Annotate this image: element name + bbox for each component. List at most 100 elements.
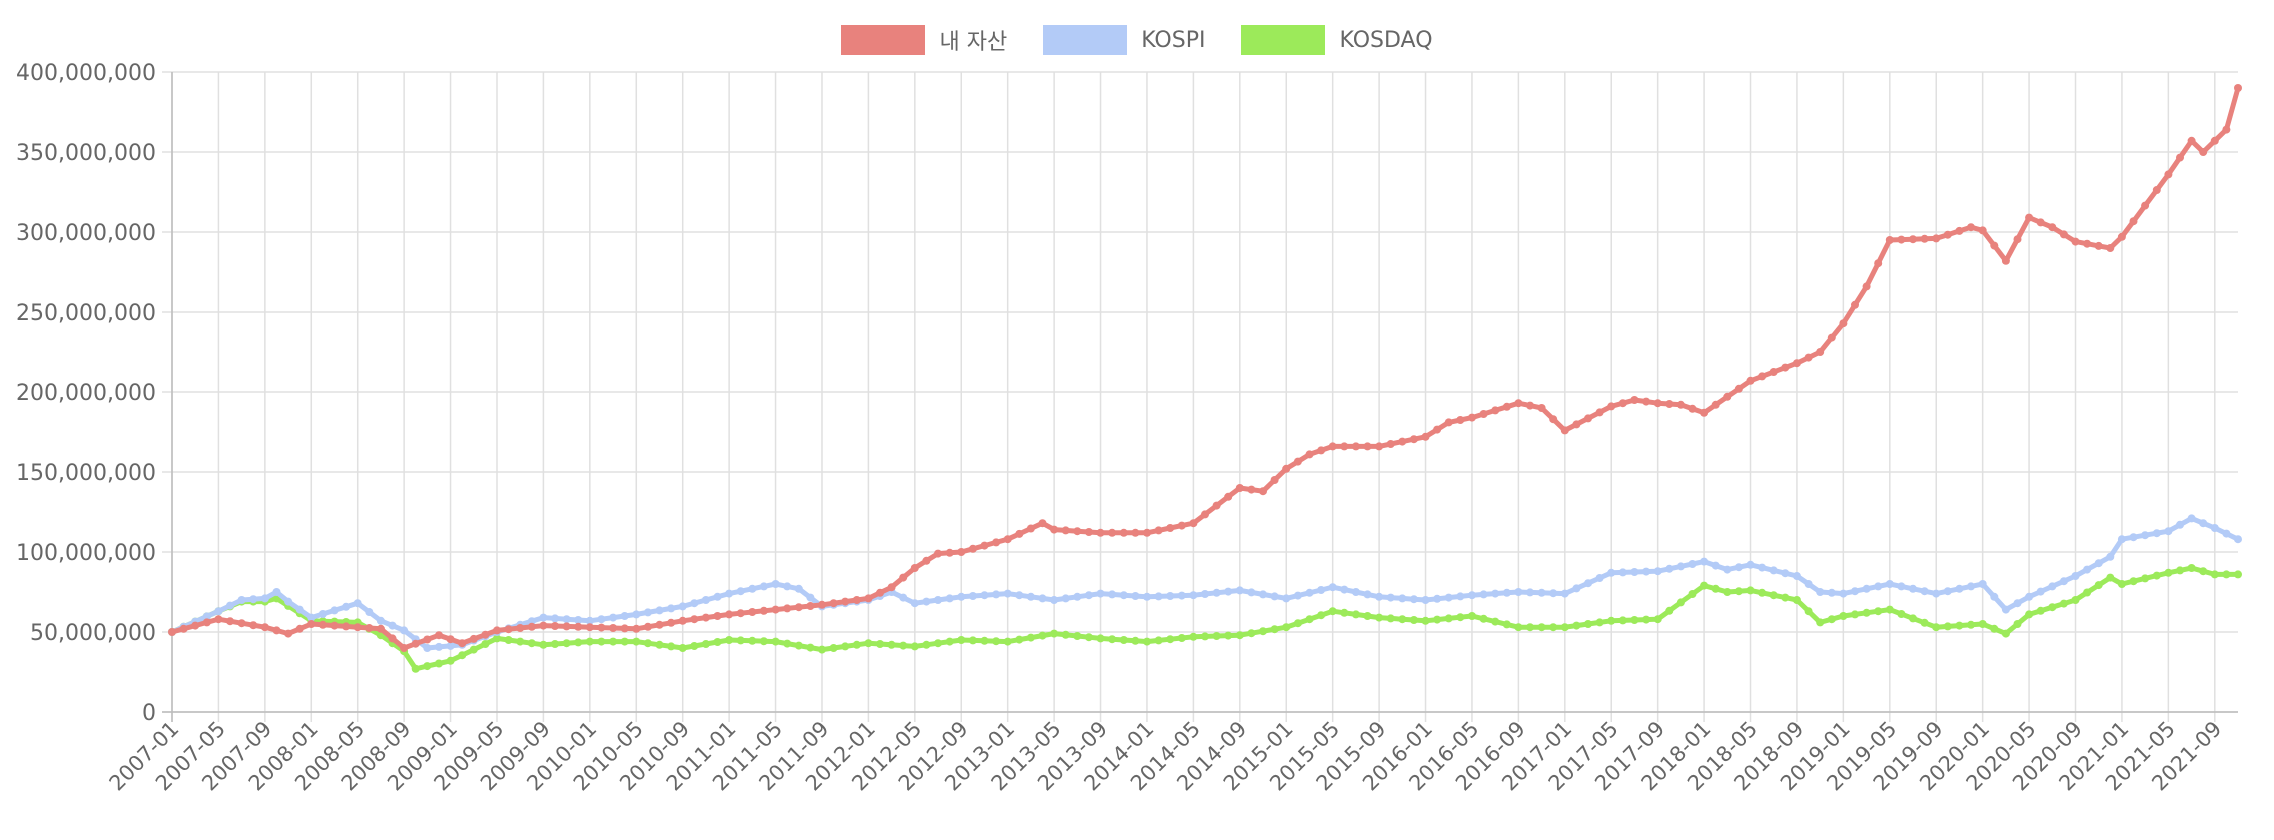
data-point-kosdaq	[1514, 623, 1523, 632]
data-point-kosdaq	[1618, 616, 1627, 625]
data-point-kosdaq	[1096, 634, 1105, 643]
data-point-my-assets	[365, 624, 374, 632]
data-point-kospi	[1642, 567, 1651, 576]
data-point-kospi	[1073, 592, 1082, 601]
data-point-my-assets	[1108, 528, 1117, 537]
data-point-kosdaq	[678, 644, 687, 652]
data-point-kosdaq	[2001, 629, 2010, 638]
data-point-my-assets	[1653, 399, 1662, 408]
data-point-my-assets	[493, 626, 501, 635]
data-point-kosdaq	[2117, 580, 2126, 588]
data-point-kosdaq	[2025, 610, 2034, 619]
legend-item-kospi[interactable]: KOSPI	[1043, 25, 1205, 55]
data-point-kospi	[2210, 524, 2219, 532]
data-point-my-assets	[806, 602, 815, 610]
data-point-kosdaq	[2083, 588, 2092, 597]
data-point-kosdaq	[922, 640, 931, 649]
data-point-kosdaq	[469, 645, 478, 654]
data-point-kosdaq	[1293, 619, 1302, 628]
data-point-kosdaq	[1317, 611, 1326, 620]
chart-legend: 내 자산 KOSPI KOSDAQ	[0, 20, 2274, 60]
data-point-my-assets	[458, 639, 467, 648]
data-point-kospi	[1827, 588, 1836, 597]
data-point-kosdaq	[481, 640, 490, 648]
data-point-my-assets	[1711, 400, 1720, 409]
data-point-kospi	[992, 590, 1001, 599]
legend-item-my-assets[interactable]: 내 자산	[841, 24, 1007, 56]
data-point-my-assets	[1526, 401, 1534, 410]
data-point-my-assets	[1189, 519, 1198, 528]
data-point-kospi	[435, 642, 443, 651]
data-point-my-assets	[411, 639, 420, 648]
data-point-kosdaq	[2059, 599, 2068, 608]
data-point-kospi	[1851, 587, 1859, 596]
data-point-kospi	[272, 588, 281, 596]
data-point-my-assets	[1479, 410, 1488, 418]
data-point-my-assets	[1572, 420, 1581, 429]
data-point-my-assets	[2199, 148, 2208, 156]
data-point-kosdaq	[1630, 616, 1639, 624]
data-point-kospi	[2094, 559, 2103, 568]
data-point-kospi	[2141, 531, 2150, 540]
data-point-my-assets	[1026, 524, 1035, 533]
data-point-kosdaq	[435, 659, 443, 668]
data-point-my-assets	[376, 624, 385, 633]
data-point-kospi	[226, 601, 234, 610]
data-point-kospi	[1978, 580, 1987, 588]
data-point-my-assets	[272, 626, 281, 635]
data-point-kospi	[1409, 595, 1418, 604]
data-point-my-assets	[504, 625, 513, 634]
data-point-kosdaq	[493, 634, 501, 643]
data-point-my-assets	[1084, 528, 1093, 536]
data-point-my-assets	[446, 635, 455, 644]
data-point-my-assets	[1630, 396, 1639, 404]
data-point-my-assets	[678, 616, 687, 625]
data-point-my-assets	[655, 620, 664, 629]
data-point-my-assets	[1769, 368, 1778, 376]
data-point-kosdaq	[1804, 607, 1813, 616]
data-point-kospi	[1119, 591, 1128, 600]
data-point-my-assets	[1293, 457, 1302, 466]
data-point-my-assets	[1212, 501, 1221, 510]
data-point-my-assets	[1688, 404, 1697, 413]
data-point-kosdaq	[2164, 568, 2173, 577]
series-kosdaq	[168, 564, 2242, 673]
data-point-my-assets	[527, 622, 536, 631]
data-point-kospi	[1676, 562, 1685, 571]
data-point-kosdaq	[2106, 573, 2115, 582]
data-point-my-assets	[1990, 241, 1999, 250]
data-point-kospi	[1758, 563, 1767, 572]
data-point-kosdaq	[1084, 633, 1093, 642]
data-point-kospi	[1468, 591, 1476, 600]
data-point-my-assets	[945, 548, 954, 557]
data-point-my-assets	[469, 634, 478, 643]
legend-item-kosdaq[interactable]: KOSDAQ	[1241, 25, 1433, 55]
data-point-my-assets	[295, 624, 304, 633]
data-point-my-assets	[1351, 442, 1360, 451]
data-point-kospi	[934, 596, 942, 604]
data-point-kosdaq	[2176, 566, 2184, 575]
data-point-my-assets	[1700, 408, 1709, 417]
data-point-kospi	[1340, 585, 1349, 594]
data-point-kosdaq	[1154, 636, 1163, 645]
data-point-kospi	[376, 616, 385, 625]
data-point-kospi	[1351, 588, 1360, 596]
data-point-kosdaq	[1409, 616, 1418, 624]
data-point-kospi	[1839, 589, 1848, 598]
data-point-kosdaq	[1189, 632, 1198, 641]
data-point-kospi	[2129, 533, 2138, 542]
data-point-kosdaq	[667, 642, 676, 651]
data-point-kospi	[1943, 587, 1952, 596]
data-point-kospi	[1398, 594, 1407, 603]
data-point-kospi	[539, 613, 548, 622]
data-point-my-assets	[1119, 528, 1128, 537]
data-point-my-assets	[2071, 237, 2080, 246]
data-point-my-assets	[1862, 282, 1871, 291]
data-point-kosdaq	[2129, 577, 2138, 586]
data-point-my-assets	[481, 630, 490, 639]
data-point-kosdaq	[2013, 620, 2022, 628]
data-point-kospi	[690, 599, 699, 608]
data-point-kosdaq	[1920, 618, 1929, 627]
data-point-kospi	[1038, 594, 1047, 603]
data-point-my-assets	[1758, 372, 1767, 381]
